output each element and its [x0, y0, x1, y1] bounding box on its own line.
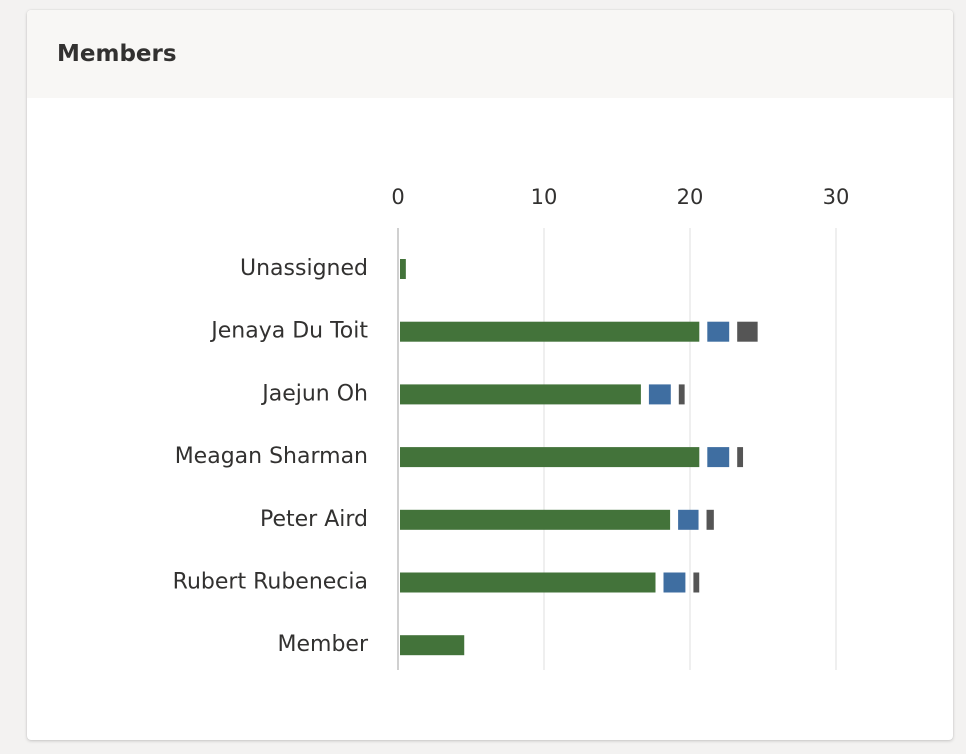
bar-series-2[interactable] [648, 384, 671, 405]
x-tick-label: 30 [823, 185, 850, 209]
bar-series-3[interactable] [706, 509, 714, 530]
bar-series-1[interactable] [400, 447, 700, 468]
x-tick-label: 0 [391, 185, 404, 209]
bar-series-2[interactable] [663, 572, 686, 593]
category-label: Jaejun Oh [260, 381, 368, 406]
bar-series-3[interactable] [737, 321, 758, 342]
bar-series-1[interactable] [400, 384, 641, 405]
category-label: Rubert Rubenecia [173, 570, 368, 595]
bar-series-1[interactable] [400, 259, 406, 279]
category-label: Unassigned [240, 256, 368, 281]
category-label: Member [278, 632, 369, 657]
bar-series-3[interactable] [693, 572, 700, 593]
bar-series-1[interactable] [400, 572, 656, 593]
members-card: Members 0 10 20 30 Unassigned Jenaya Du Toit… [27, 10, 953, 740]
bar-series-2[interactable] [707, 447, 730, 468]
card-title: Members [57, 41, 177, 67]
members-bar-chart: 0 10 20 30 Unassigned Jenaya Du Toit Jaejun O… [173, 185, 850, 670]
card-header: Members [27, 10, 953, 98]
x-tick-label: 20 [677, 185, 704, 209]
bar-series-2[interactable] [678, 509, 699, 530]
bar-series-3[interactable] [737, 447, 744, 468]
category-label: Jenaya Du Toit [209, 319, 368, 344]
bar-series-2[interactable] [707, 321, 730, 342]
bar-series-3[interactable] [678, 384, 685, 405]
category-label: Peter Aird [260, 507, 368, 532]
bar-series-1[interactable] [400, 635, 465, 656]
category-label: Meagan Sharman [175, 444, 368, 469]
x-tick-label: 10 [531, 185, 558, 209]
bar-series-1[interactable] [400, 321, 700, 342]
bar-series-1[interactable] [400, 509, 671, 530]
